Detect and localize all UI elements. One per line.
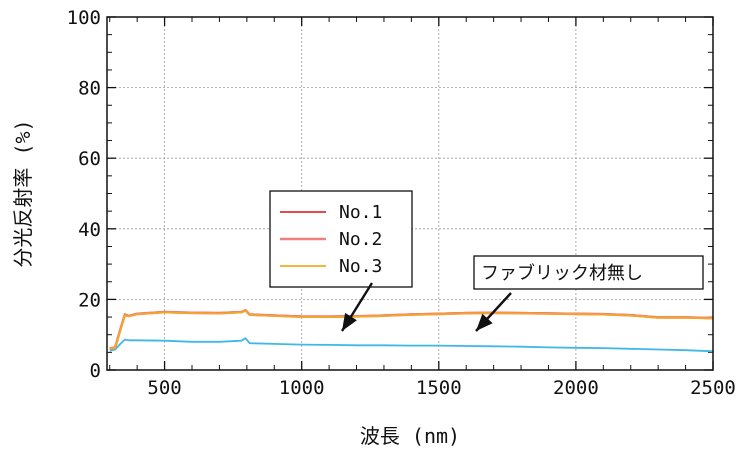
y-tick-label: 40 [78, 219, 101, 241]
y-tick-label: 20 [78, 289, 101, 311]
fabric-callout: ファブリック材無し [473, 255, 704, 290]
legend: No.1 No.2 No.3 [269, 190, 413, 288]
arrows [340, 282, 512, 332]
arrow-head [476, 313, 493, 331]
y-tick-label: 0 [90, 360, 101, 382]
series-line-No3 [109, 309, 714, 350]
x-axis-label: 波長 (nm) [360, 424, 460, 448]
legend-label: No.2 [339, 229, 382, 250]
x-tick-label: 1500 [416, 377, 462, 399]
y-tick-label: 80 [78, 78, 101, 100]
x-tick-label: 500 [147, 377, 181, 399]
legend-label: No.1 [339, 202, 382, 223]
series-line-fabric-none [109, 337, 714, 353]
fabric-callout-box [473, 255, 704, 290]
x-tick-label: 2000 [553, 377, 599, 399]
y-tick-label: 100 [67, 7, 101, 29]
series [109, 308, 714, 353]
y-axis-label: 分光反射率 (%) [11, 119, 35, 267]
arrow-head [342, 312, 357, 331]
y-tick-label: 60 [78, 148, 101, 170]
tick-labels: 500 1000 1500 2000 2500 0 20 40 60 80 100 [67, 7, 736, 399]
legend-label: No.3 [339, 256, 382, 277]
plot-frame [106, 16, 714, 371]
fabric-callout-label: ファブリック材無し [481, 262, 643, 284]
x-tick-label: 2500 [690, 377, 736, 399]
x-tick-label: 1000 [279, 377, 325, 399]
